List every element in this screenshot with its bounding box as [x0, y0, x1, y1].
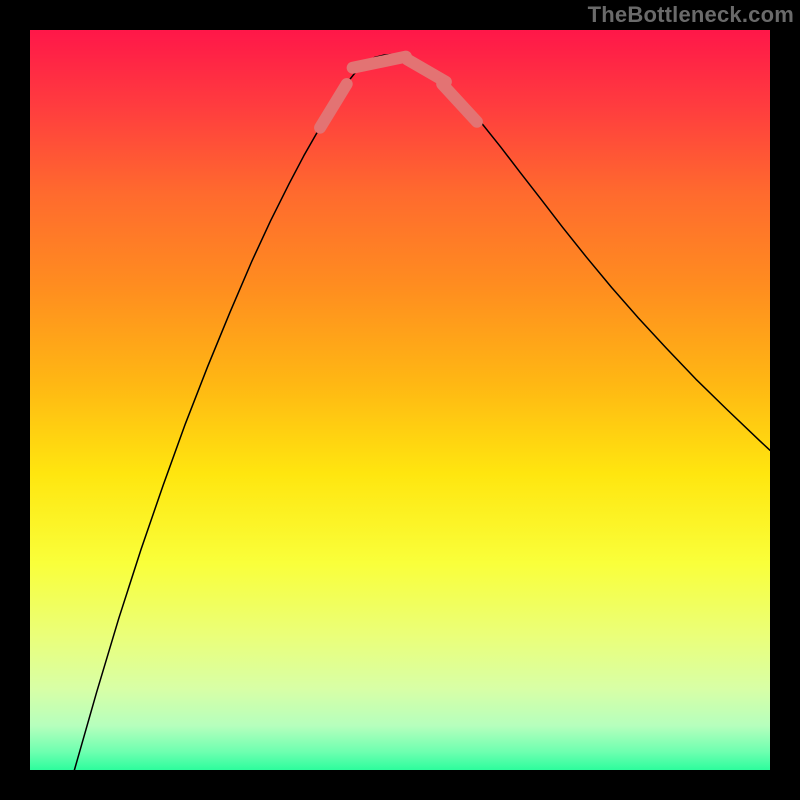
plot-background [30, 30, 770, 770]
chart-svg [0, 0, 800, 800]
bottleneck-chart: TheBottleneck.com [0, 0, 800, 800]
watermark-text: TheBottleneck.com [588, 2, 794, 28]
